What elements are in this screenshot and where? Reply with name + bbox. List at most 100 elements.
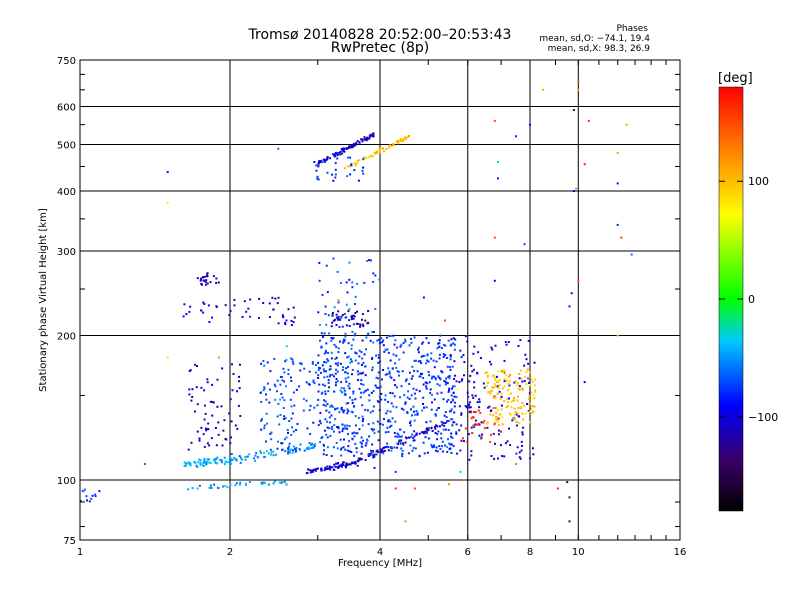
data-point (526, 403, 528, 406)
data-point (295, 449, 298, 452)
data-point (351, 368, 354, 371)
data-point (373, 331, 375, 333)
data-point (331, 314, 334, 317)
data-point (434, 413, 437, 416)
data-point (491, 348, 494, 351)
data-point (323, 449, 325, 452)
data-point (239, 481, 242, 484)
data-point (323, 429, 326, 432)
data-point (399, 138, 402, 140)
data-point (338, 411, 341, 414)
data-point (468, 406, 471, 409)
data-point (529, 457, 531, 460)
data-point (370, 133, 373, 136)
data-point (326, 446, 329, 449)
data-point (321, 161, 324, 164)
data-point (384, 373, 387, 376)
data-point (372, 405, 375, 408)
data-point (460, 379, 463, 382)
data-point (206, 378, 209, 381)
data-point (200, 426, 203, 429)
data-point (467, 433, 470, 436)
data-point (337, 466, 340, 469)
data-point (279, 383, 282, 386)
data-point (439, 378, 442, 381)
data-point (534, 390, 537, 393)
data-point (378, 409, 381, 412)
data-point (447, 339, 450, 342)
data-point (350, 145, 353, 148)
data-point (347, 376, 350, 379)
data-point (509, 373, 512, 376)
data-point (518, 415, 521, 418)
data-point (223, 419, 226, 422)
data-point (488, 405, 491, 408)
data-point (477, 409, 480, 412)
data-point (371, 429, 374, 432)
data-point (346, 463, 349, 466)
data-point (361, 404, 364, 407)
data-point (476, 401, 479, 404)
data-point (316, 175, 319, 178)
data-point (487, 381, 490, 384)
data-point (333, 153, 335, 156)
data-point (202, 465, 205, 467)
data-point (429, 392, 432, 394)
data-point (305, 399, 308, 402)
data-point (467, 395, 470, 398)
data-point (435, 424, 437, 427)
data-point (262, 481, 264, 484)
data-point (384, 446, 387, 448)
data-point (290, 433, 293, 436)
data-point (452, 399, 454, 402)
data-point (330, 351, 333, 354)
data-point (341, 152, 343, 155)
data-point (402, 351, 405, 354)
data-point (427, 360, 430, 363)
data-point (341, 430, 344, 433)
data-point (473, 386, 476, 389)
data-point (445, 416, 448, 419)
data-point (326, 156, 329, 158)
data-point (270, 453, 272, 456)
data-point (384, 398, 387, 401)
data-point (404, 380, 407, 383)
data-point (194, 460, 197, 463)
data-point (402, 138, 404, 140)
data-point (223, 456, 226, 459)
data-point (273, 383, 276, 386)
data-point (393, 379, 396, 382)
data-point (497, 417, 500, 420)
data-point (434, 377, 437, 379)
data-point (442, 422, 445, 424)
data-point (542, 88, 545, 91)
data-point (207, 304, 210, 307)
data-point (350, 347, 353, 350)
data-point (367, 423, 370, 426)
data-point (397, 142, 400, 145)
data-point (444, 383, 447, 386)
y-tick-label: 100 (57, 476, 76, 487)
data-point (355, 142, 358, 145)
data-point (335, 368, 338, 371)
data-point (466, 440, 469, 443)
data-point (372, 422, 375, 425)
data-point (401, 455, 404, 458)
data-point (497, 429, 500, 432)
data-point (376, 420, 379, 423)
data-point (472, 396, 475, 399)
data-point (499, 413, 502, 416)
data-point (350, 164, 353, 167)
data-point (441, 445, 443, 448)
data-point (345, 402, 348, 405)
data-point (474, 411, 477, 414)
data-point (359, 325, 362, 328)
data-point (460, 413, 463, 416)
data-point (440, 347, 443, 349)
data-point (333, 154, 336, 157)
data-point (79, 500, 82, 503)
data-point (323, 376, 326, 379)
data-point (276, 379, 279, 382)
data-point (285, 385, 287, 388)
